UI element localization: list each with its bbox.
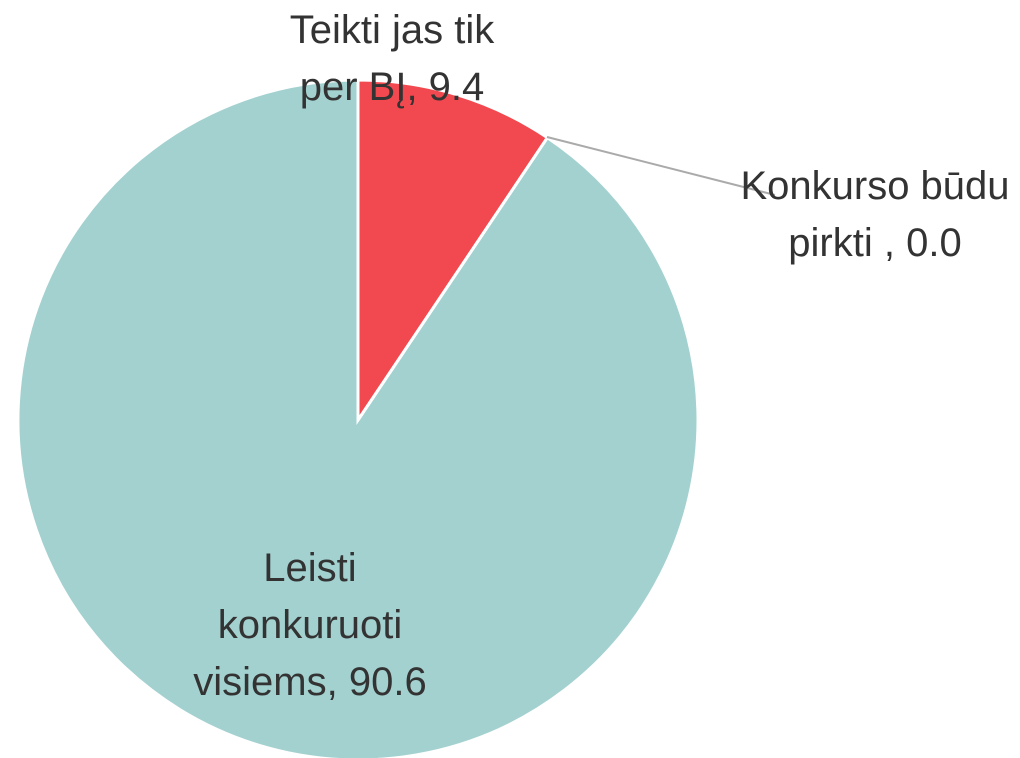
leader-line — [546, 136, 776, 196]
pie-slice — [356, 78, 550, 425]
data-label: Konkurso būdu pirkti , 0.0 — [740, 164, 1010, 265]
data-label: Leisti konkuruoti visiems, 90.6 — [193, 546, 427, 704]
data-label: Teikti jas tik per BĮ, 9.4 — [289, 8, 495, 109]
